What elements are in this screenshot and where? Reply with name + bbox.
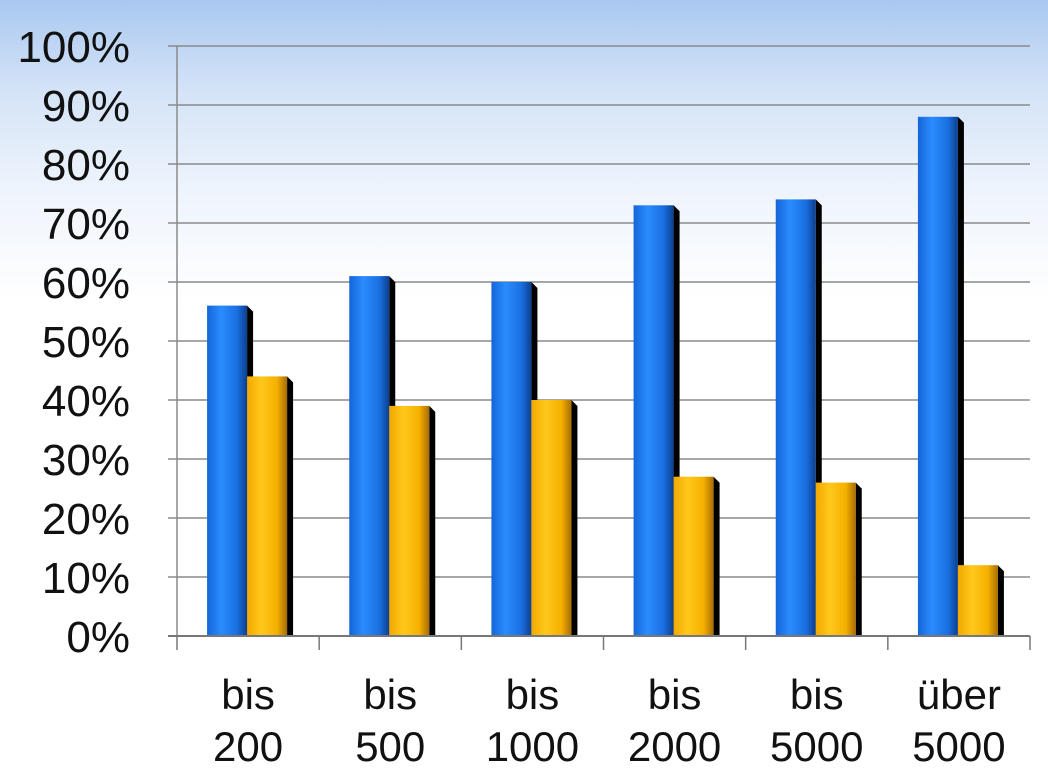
bar xyxy=(207,305,248,636)
bar-series1-4 xyxy=(775,199,822,636)
bar-side-shade xyxy=(287,376,294,636)
bar-series1-5 xyxy=(917,116,964,637)
bar-series2-0 xyxy=(247,376,294,636)
y-tick-label: 30% xyxy=(42,436,130,485)
gridlines xyxy=(168,45,1030,637)
y-tick-label: 10% xyxy=(42,554,130,603)
x-tick-label: bis 1000 xyxy=(486,671,579,769)
bar xyxy=(917,116,958,637)
x-axis xyxy=(168,635,1031,650)
bar-side-shade xyxy=(957,116,964,637)
bar-series2-4 xyxy=(815,482,862,636)
bar xyxy=(531,400,572,636)
x-tick-label: bis 5000 xyxy=(770,671,863,769)
y-tick-label: 80% xyxy=(42,141,130,190)
bar-series1-0 xyxy=(207,305,254,636)
bar-side-shade xyxy=(713,476,720,636)
bar-series2-2 xyxy=(531,400,578,636)
y-tick-label: 20% xyxy=(42,495,130,544)
y-tick-label: 40% xyxy=(42,377,130,426)
bar-series2-3 xyxy=(673,476,720,636)
bar-side-shade xyxy=(429,405,436,636)
bar-side-shade xyxy=(997,565,1004,636)
bar xyxy=(349,276,390,636)
bar-series1-3 xyxy=(633,205,680,637)
x-tick-label-line: bis xyxy=(506,671,560,718)
x-tick-label-line: 5000 xyxy=(770,723,863,769)
x-tick-label-line: bis xyxy=(648,671,702,718)
x-tick-label-line: 1000 xyxy=(486,723,579,769)
x-tick-label-line: über xyxy=(917,671,1001,718)
bar-side-shade xyxy=(571,400,578,636)
bar xyxy=(957,565,998,636)
x-tick-label-line: 2000 xyxy=(628,723,721,769)
x-axis-tick-labels: bis 200 bis 500 bis 1000 bis 2000 bis 5000 über 500… xyxy=(213,671,1006,769)
bar xyxy=(673,476,714,636)
x-tick-label: über 5000 xyxy=(912,671,1005,769)
bar xyxy=(247,376,288,636)
bar xyxy=(775,199,816,636)
y-tick-label: 60% xyxy=(42,259,130,308)
y-axis-tick-labels: 0% 10% 20% 30% 40% 50% 60% 70% 80% 90% 100% xyxy=(17,23,130,662)
bars xyxy=(207,116,1004,637)
x-tick-label-line: bis xyxy=(221,671,275,718)
x-tick-label: bis 200 xyxy=(213,671,283,769)
bar-side-shade xyxy=(855,482,862,636)
y-tick-label: 50% xyxy=(42,318,130,367)
bar-series2-1 xyxy=(389,405,436,636)
x-tick-label-line: 200 xyxy=(213,723,283,769)
x-tick-label-line: 500 xyxy=(355,723,425,769)
x-tick-label-line: 5000 xyxy=(912,723,1005,769)
x-tick-label: bis 500 xyxy=(355,671,425,769)
x-tick-label: bis 2000 xyxy=(628,671,721,769)
bar-series1-1 xyxy=(349,276,396,636)
y-tick-label: 0% xyxy=(66,613,130,662)
y-tick-label: 70% xyxy=(42,200,130,249)
bar-series1-2 xyxy=(491,282,538,636)
x-tick-label-line: bis xyxy=(363,671,417,718)
bar xyxy=(389,405,430,636)
bar xyxy=(491,282,532,636)
bar xyxy=(633,205,674,637)
y-tick-label: 100% xyxy=(17,23,130,72)
x-tick-label-line: bis xyxy=(790,671,844,718)
bar-series2-5 xyxy=(957,565,1004,636)
y-tick-label: 90% xyxy=(42,82,130,131)
bar xyxy=(815,482,856,636)
